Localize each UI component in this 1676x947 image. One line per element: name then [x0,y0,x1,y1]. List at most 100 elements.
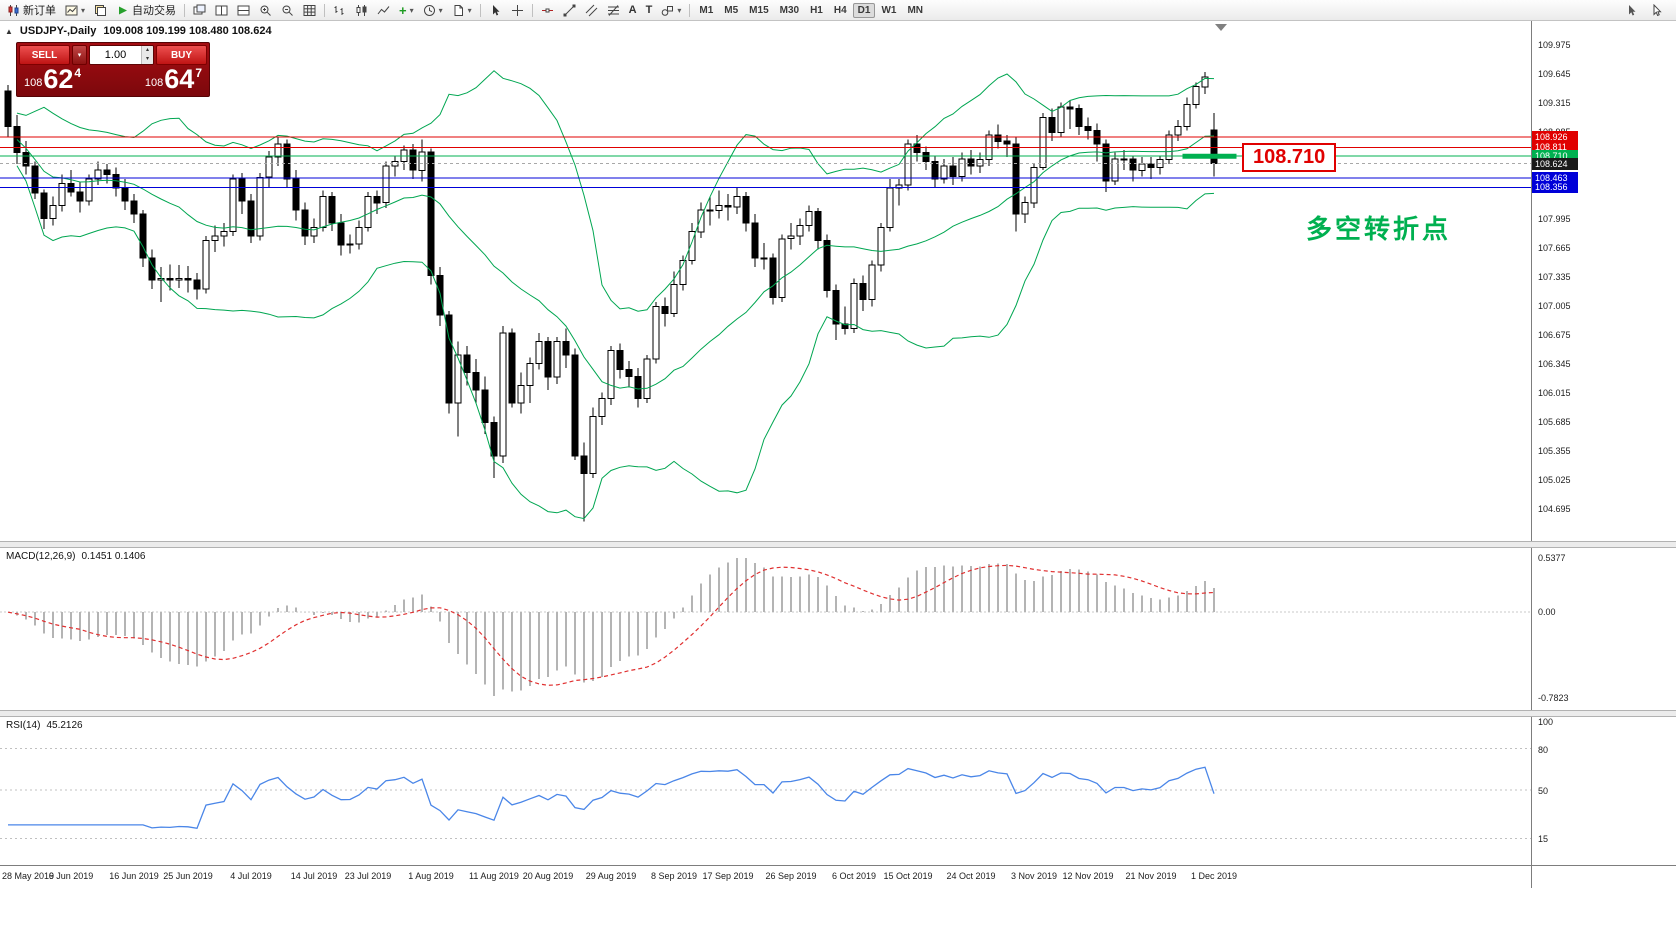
timeframe-h4-button[interactable]: H4 [833,4,847,16]
price-tick: 106.675 [1538,330,1571,340]
profiles-button[interactable] [90,1,111,20]
ohlc-label: 109.008 109.199 108.480 108.624 [103,25,272,37]
timeframe-mn-button[interactable]: MN [907,4,924,16]
date-label: 8 Sep 2019 [650,871,698,881]
timeframe-m5-button[interactable]: M5 [724,4,739,16]
volume-field: ▴ ▾ [89,45,154,65]
shapes-icon [661,4,674,17]
macd-panel[interactable]: MACD(12,26,9) 0.1451 0.1406 [0,548,1531,710]
autotrading-button[interactable]: 自动交易 [112,1,180,20]
macd-histogram [16,558,1215,696]
zoom-in-button[interactable] [255,1,276,20]
timeframe-w1-button[interactable]: W1 [881,4,897,16]
date-label: 29 Aug 2019 [585,871,637,881]
autotrading-play-icon [116,4,129,17]
clock-icon [423,4,436,17]
timeframe-m1-button[interactable]: M1 [699,4,714,16]
date-label: 1 Dec 2019 [1190,871,1238,881]
buy-button[interactable]: BUY [156,45,207,65]
new-chart-button[interactable]: ▾ [61,1,89,20]
zoom-in-icon [259,4,272,17]
horizontal-line-button[interactable] [537,1,558,20]
macd-axis[interactable]: 0.5377 0.00 -0.7823 [1531,548,1675,710]
sell-button[interactable]: SELL [19,45,70,65]
price-tick: 107.335 [1538,272,1571,282]
text-label-button[interactable]: T [642,1,657,20]
toolbar-separator [479,3,481,17]
zoom-out-button[interactable] [277,1,298,20]
trendline-button[interactable] [559,1,580,20]
macd-chart [0,558,1531,696]
candlestick-chart-icon [355,4,368,17]
date-label: 21 Nov 2019 [1125,871,1177,881]
cursor-button[interactable] [485,1,506,20]
crosshair-button[interactable] [507,1,528,20]
templates-button[interactable]: ▾ [448,1,476,20]
macd-name: MACD(12,26,9) [6,551,76,562]
tile-horizontal-button[interactable] [233,1,254,20]
line-chart-button[interactable] [373,1,394,20]
rsi-panel[interactable]: RSI(14) 45.2126 [0,717,1531,865]
tile-vertical-button[interactable] [211,1,232,20]
panel-splitter[interactable] [0,710,1676,717]
drag-tool-button[interactable] [1646,1,1667,20]
buy-price: 108 64 7 [144,64,202,94]
annotation-text[interactable]: 多空转折点 [1306,214,1452,244]
date-label: 20 Aug 2019 [522,871,574,881]
horizontal-line-icon [541,4,554,17]
candlestick-chart-button[interactable] [351,1,372,20]
fibonacci-icon [607,4,620,17]
channel-icon [585,4,598,17]
grid-button[interactable] [299,1,320,20]
volume-up-button[interactable]: ▴ [145,47,149,53]
time-axis-corner [1531,866,1675,888]
channel-button[interactable] [581,1,602,20]
date-label: 11 Aug 2019 [469,871,519,881]
candles [4,71,1218,522]
order-type-dropdown[interactable]: ▾ [72,45,87,65]
price-tick: 107.995 [1538,214,1571,224]
timeframe-m30-button[interactable]: M30 [779,4,800,16]
timeframe-h1-button[interactable]: H1 [810,4,823,16]
price-axis[interactable]: 109.975109.645109.315108.985108.655108.3… [1531,21,1675,541]
date-label: 14 Jul 2019 [290,871,338,881]
add-indicator-icon: + [399,2,407,18]
collapse-one-click-icon[interactable]: ▲ [5,26,13,36]
new-order-button[interactable]: 新订单 [3,1,60,20]
pointer-tool-button[interactable] [1621,1,1642,20]
date-label: 28 May 2019 [2,871,55,881]
chevron-down-icon: ▾ [467,5,472,15]
timeframe-m15-button[interactable]: M15 [749,4,769,16]
chevron-down-icon: ▾ [77,52,82,59]
rsi-chart [0,748,1531,839]
time-labels: 28 May 2019 6 Jun 2019 16 Jun 2019 25 Jun 2… [0,866,1531,888]
price-level-label[interactable]: 108.710 [1242,143,1337,172]
periods-button[interactable]: ▾ [419,1,447,20]
text-button[interactable]: A [625,1,641,20]
price-chart-area[interactable]: ▲ USDJPY-,Daily 109.008 109.199 108.480 … [0,21,1531,541]
volume-input[interactable] [90,46,141,64]
macd-signal-line [7,564,1215,686]
buy-price-big: 64 [164,64,195,94]
time-axis[interactable]: 28 May 2019 6 Jun 2019 16 Jun 2019 25 Jun 2… [0,865,1676,888]
rsi-axis[interactable]: 100 80 50 15 [1531,717,1675,865]
indicators-button[interactable]: + ▾ [395,1,418,20]
chevron-down-icon: ▾ [438,5,443,15]
volume-down-button[interactable]: ▾ [145,56,149,62]
rsi-value: 45.2126 [46,720,83,731]
shapes-button[interactable]: ▾ [657,1,685,20]
cascade-windows-icon [193,4,206,17]
macd-values: 0.1451 0.1406 [81,551,146,562]
date-label: 6 Jun 2019 [48,871,94,881]
rsi-name: RSI(14) [6,720,41,731]
panel-splitter[interactable] [0,541,1676,548]
buy-price-pips: 108 [144,77,164,89]
fibonacci-button[interactable] [603,1,624,20]
bar-chart-button[interactable] [329,1,350,20]
price-tick: 107.005 [1538,301,1571,311]
cascade-windows-button[interactable] [189,1,210,20]
price-tick: 109.645 [1538,69,1571,79]
candlestick-chart[interactable] [0,21,1531,541]
timeframe-d1-button[interactable]: D1 [852,2,876,18]
chart-shift-marker[interactable] [1215,24,1227,31]
